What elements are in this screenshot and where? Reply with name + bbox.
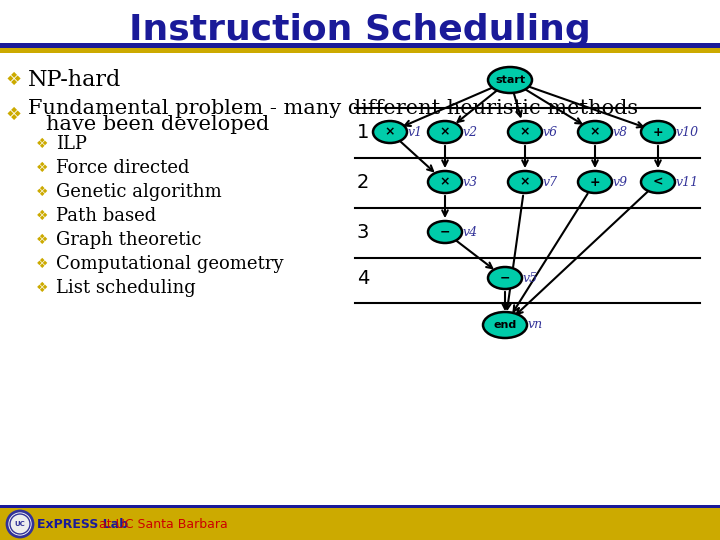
Text: v11: v11 <box>676 176 699 188</box>
Text: −: − <box>500 272 510 285</box>
Ellipse shape <box>508 121 542 143</box>
Text: v9: v9 <box>613 176 628 188</box>
Text: Computational geometry: Computational geometry <box>56 255 284 273</box>
Text: ×: × <box>520 125 530 138</box>
Text: vn: vn <box>528 319 543 332</box>
Text: v8: v8 <box>613 125 628 138</box>
Ellipse shape <box>578 121 612 143</box>
Text: +: + <box>590 176 600 188</box>
FancyBboxPatch shape <box>0 508 720 540</box>
Text: 4: 4 <box>357 268 369 287</box>
Circle shape <box>10 514 30 534</box>
Circle shape <box>7 511 33 537</box>
Ellipse shape <box>488 67 532 93</box>
Ellipse shape <box>428 221 462 243</box>
Text: v7: v7 <box>543 176 558 188</box>
Text: start: start <box>495 75 525 85</box>
Text: ×: × <box>520 176 530 188</box>
Text: v6: v6 <box>543 125 558 138</box>
Text: ExPRESS Lab: ExPRESS Lab <box>37 517 128 530</box>
Text: UC: UC <box>14 521 25 527</box>
Text: ×: × <box>590 125 600 138</box>
Text: ×: × <box>440 125 450 138</box>
Text: 2: 2 <box>357 172 369 192</box>
Text: at UC Santa Barbara: at UC Santa Barbara <box>95 517 228 530</box>
Text: ❖: ❖ <box>36 185 48 199</box>
Text: ❖: ❖ <box>36 161 48 175</box>
Text: Graph theoretic: Graph theoretic <box>56 231 202 249</box>
Text: Fundamental problem - many different heuristic methods: Fundamental problem - many different heu… <box>28 98 638 118</box>
Text: NP-hard: NP-hard <box>28 69 122 91</box>
Text: ❖: ❖ <box>6 106 22 124</box>
Text: −: − <box>440 226 450 239</box>
Text: ❖: ❖ <box>6 71 22 89</box>
Text: ILP: ILP <box>56 135 87 153</box>
Text: List scheduling: List scheduling <box>56 279 196 297</box>
Ellipse shape <box>428 121 462 143</box>
Text: v2: v2 <box>463 125 478 138</box>
FancyBboxPatch shape <box>0 43 720 48</box>
Ellipse shape <box>488 267 522 289</box>
Ellipse shape <box>483 312 527 338</box>
Ellipse shape <box>641 171 675 193</box>
Ellipse shape <box>373 121 407 143</box>
Text: v3: v3 <box>463 176 478 188</box>
Text: Genetic algorithm: Genetic algorithm <box>56 183 222 201</box>
FancyBboxPatch shape <box>0 48 720 53</box>
Text: Path based: Path based <box>56 207 156 225</box>
Text: <: < <box>653 176 663 188</box>
Text: ❖: ❖ <box>36 137 48 151</box>
Text: 3: 3 <box>357 222 369 241</box>
Text: Force directed: Force directed <box>56 159 189 177</box>
Text: v4: v4 <box>463 226 478 239</box>
Text: ❖: ❖ <box>36 281 48 295</box>
Text: ❖: ❖ <box>36 257 48 271</box>
Ellipse shape <box>641 121 675 143</box>
Text: end: end <box>493 320 517 330</box>
Text: ×: × <box>384 125 395 138</box>
Text: have been developed: have been developed <box>46 114 269 133</box>
Ellipse shape <box>428 171 462 193</box>
Text: ❖: ❖ <box>36 233 48 247</box>
Ellipse shape <box>508 171 542 193</box>
Text: ❖: ❖ <box>36 209 48 223</box>
Text: Instruction Scheduling: Instruction Scheduling <box>129 13 591 47</box>
Text: v10: v10 <box>676 125 699 138</box>
Text: +: + <box>653 125 663 138</box>
FancyBboxPatch shape <box>0 505 720 508</box>
Text: v5: v5 <box>523 272 538 285</box>
Text: ×: × <box>440 176 450 188</box>
Text: 1: 1 <box>357 123 369 141</box>
Text: v1: v1 <box>408 125 423 138</box>
Ellipse shape <box>578 171 612 193</box>
